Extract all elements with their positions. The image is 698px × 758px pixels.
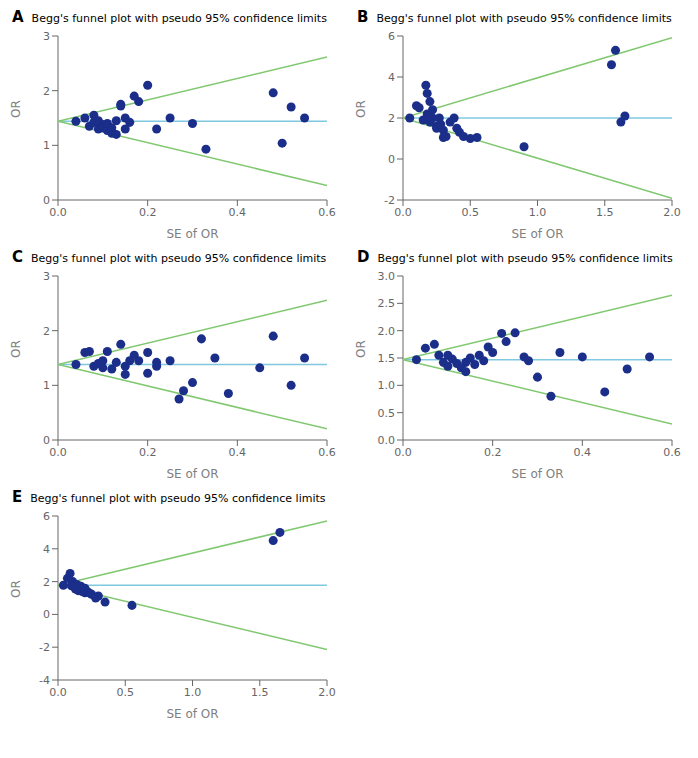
svg-text:0.0: 0.0 bbox=[394, 206, 412, 219]
html-text:Begg's funnel plot with pseudo: Begg's funnel plot with pseudo 95% confi… bbox=[377, 252, 673, 265]
svg-text:0.4: 0.4 bbox=[229, 446, 247, 459]
svg-text:SE of OR: SE of OR bbox=[511, 227, 563, 241]
html-text:D: D bbox=[357, 248, 370, 266]
svg-text:OR: OR bbox=[9, 340, 23, 358]
svg-text:0: 0 bbox=[43, 434, 50, 447]
svg-text:SE of OR: SE of OR bbox=[166, 227, 218, 241]
svg-text:1.5: 1.5 bbox=[596, 206, 614, 219]
svg-text:0.5: 0.5 bbox=[117, 686, 135, 699]
svg-text:6: 6 bbox=[43, 510, 50, 523]
html-text:B: B bbox=[357, 8, 369, 26]
svg-text:0.5: 0.5 bbox=[378, 407, 396, 420]
svg-text:2: 2 bbox=[43, 325, 50, 338]
svg-text:-2: -2 bbox=[39, 641, 50, 654]
html-text:Begg's funnel plot with pseudo: Begg's funnel plot with pseudo 95% confi… bbox=[30, 492, 326, 505]
svg-text:0.2: 0.2 bbox=[139, 446, 157, 459]
svg-text:6: 6 bbox=[388, 30, 395, 43]
svg-text:2.0: 2.0 bbox=[318, 686, 336, 699]
svg-text:2.0: 2.0 bbox=[663, 206, 681, 219]
svg-text:3: 3 bbox=[43, 30, 50, 43]
svg-text:1.5: 1.5 bbox=[378, 352, 396, 365]
svg-text:OR: OR bbox=[354, 100, 368, 118]
svg-text:1.0: 1.0 bbox=[529, 206, 547, 219]
svg-text:OR: OR bbox=[9, 580, 23, 598]
svg-text:4: 4 bbox=[388, 71, 395, 84]
svg-text:0.0: 0.0 bbox=[394, 446, 412, 459]
svg-text:0: 0 bbox=[43, 194, 50, 207]
html-text:Begg's funnel plot with pseudo: Begg's funnel plot with pseudo 95% confi… bbox=[31, 12, 327, 25]
svg-text:0.5: 0.5 bbox=[462, 206, 480, 219]
html-text:Begg's funnel plot with pseudo: Begg's funnel plot with pseudo 95% confi… bbox=[31, 252, 327, 265]
svg-text:2: 2 bbox=[43, 576, 50, 589]
svg-text:-2: -2 bbox=[384, 194, 395, 207]
html-text:Begg's funnel plot with pseudo: Begg's funnel plot with pseudo 95% confi… bbox=[376, 12, 672, 25]
svg-text:-4: -4 bbox=[39, 674, 50, 687]
html-text:E: E bbox=[12, 488, 23, 506]
svg-text:1.0: 1.0 bbox=[184, 686, 202, 699]
svg-text:SE of OR: SE of OR bbox=[166, 707, 218, 721]
svg-text:0.0: 0.0 bbox=[378, 434, 396, 447]
svg-text:3.0: 3.0 bbox=[378, 270, 396, 283]
svg-text:2: 2 bbox=[43, 85, 50, 98]
svg-text:0.2: 0.2 bbox=[484, 446, 502, 459]
svg-text:0.0: 0.0 bbox=[49, 206, 67, 219]
svg-text:0.6: 0.6 bbox=[663, 446, 681, 459]
svg-text:1.5: 1.5 bbox=[251, 686, 269, 699]
html-text:C: C bbox=[12, 248, 23, 266]
svg-text:2.5: 2.5 bbox=[378, 297, 396, 310]
svg-text:SE of OR: SE of OR bbox=[511, 467, 563, 481]
svg-text:2: 2 bbox=[388, 112, 395, 125]
svg-text:0.0: 0.0 bbox=[49, 446, 67, 459]
svg-text:3: 3 bbox=[43, 270, 50, 283]
svg-text:1: 1 bbox=[43, 139, 50, 152]
svg-text:4: 4 bbox=[43, 543, 50, 556]
svg-text:0: 0 bbox=[388, 153, 395, 166]
svg-text:0.2: 0.2 bbox=[139, 206, 157, 219]
svg-text:OR: OR bbox=[9, 100, 23, 118]
svg-text:2.0: 2.0 bbox=[378, 325, 396, 338]
svg-text:0.4: 0.4 bbox=[574, 446, 592, 459]
svg-text:0.4: 0.4 bbox=[229, 206, 247, 219]
html-text:A: A bbox=[12, 8, 24, 26]
svg-text:OR: OR bbox=[354, 340, 368, 358]
svg-text:1.0: 1.0 bbox=[378, 379, 396, 392]
svg-text:0.6: 0.6 bbox=[318, 206, 336, 219]
svg-text:1: 1 bbox=[43, 379, 50, 392]
svg-text:0.6: 0.6 bbox=[318, 446, 336, 459]
svg-text:0: 0 bbox=[43, 608, 50, 621]
svg-text:0.0: 0.0 bbox=[49, 686, 67, 699]
svg-text:SE of OR: SE of OR bbox=[166, 467, 218, 481]
